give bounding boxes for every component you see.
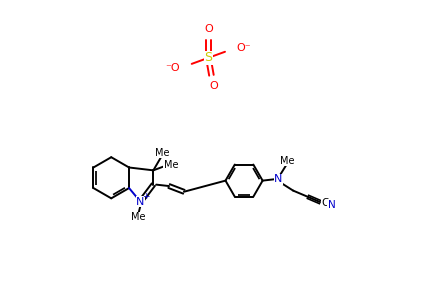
Text: C: C	[321, 198, 328, 208]
Text: Me: Me	[131, 212, 145, 222]
Text: O: O	[209, 81, 217, 91]
Text: Me: Me	[154, 148, 169, 158]
Text: O⁻: O⁻	[236, 43, 251, 53]
Text: +: +	[142, 191, 150, 201]
Text: N: N	[136, 197, 144, 207]
Text: Me: Me	[280, 156, 294, 166]
Text: O: O	[203, 24, 212, 34]
Text: N: N	[273, 174, 282, 184]
Text: Me: Me	[163, 160, 178, 170]
Text: ⁻O: ⁻O	[165, 63, 180, 73]
Text: S: S	[204, 51, 212, 64]
Text: N: N	[327, 200, 335, 210]
